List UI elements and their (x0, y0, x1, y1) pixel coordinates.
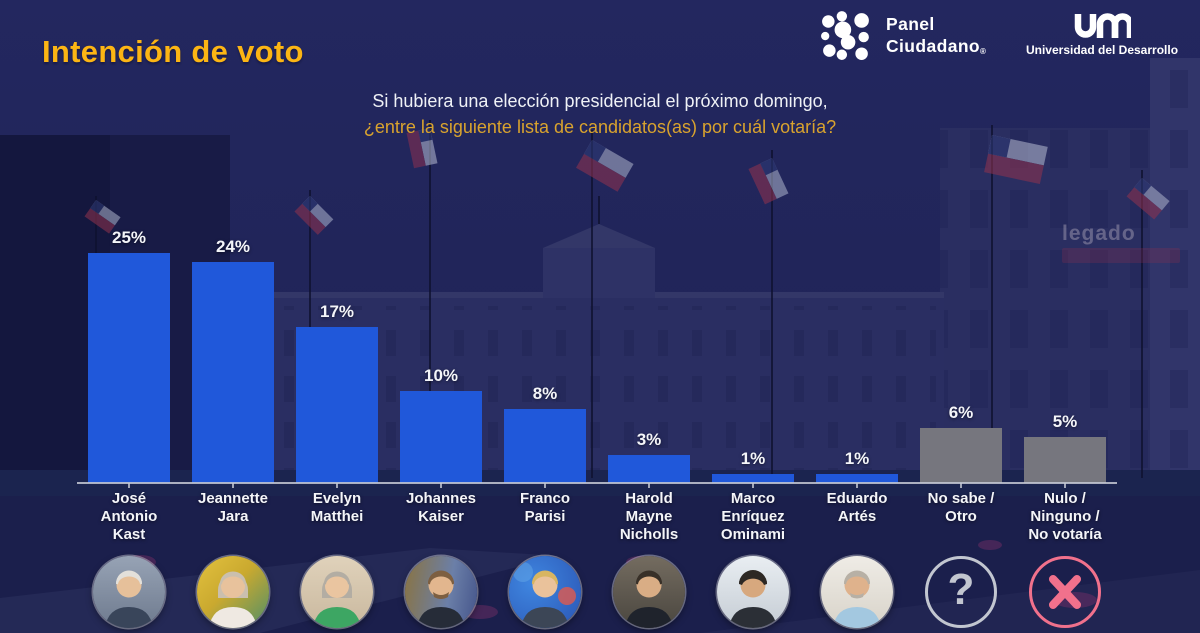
bar-value-label: 5% (1052, 412, 1078, 431)
panel-ciudadano-wordmark: Panel Ciudadano® (886, 13, 986, 63)
chart-column: 3% (597, 430, 701, 483)
photo-cell (285, 556, 389, 628)
photo-cell (1013, 556, 1117, 628)
photo-cell (805, 556, 909, 628)
photo-cell (77, 556, 181, 628)
survey-question: Si hubiera una elección presidencial el … (0, 88, 1200, 140)
building-banner-stripe (1062, 248, 1180, 263)
page-title: Intención de voto (42, 33, 304, 69)
candidate-photo-harold-mayne-nicholls (613, 556, 685, 628)
question-line2: ¿entre la siguiente lista de candidatos(… (363, 117, 837, 137)
candidate-name-label: Evelyn Matthei (285, 483, 389, 526)
candidate-name-label: Franco Parisi (493, 483, 597, 526)
candidate-photo-eduardo-artes (821, 556, 893, 628)
bar (1024, 437, 1106, 483)
candidate-name-label: Johannes Kaiser (389, 483, 493, 526)
chart-column: 1% (701, 449, 805, 483)
chart-column: 5% (1013, 412, 1117, 483)
photo-cell (389, 556, 493, 628)
reject-x-icon (1048, 575, 1082, 609)
question-line1: Si hubiera una elección presidencial el … (372, 91, 828, 111)
bar-value-label: 10% (423, 366, 459, 385)
candidate-photo-evelyn-matthei (301, 556, 373, 628)
bar-chart: 25% 24% 17% 10% 8% 3% 1% 1% 6% 5% (77, 225, 1117, 483)
x-axis-labels: José Antonio Kast Jeannette Jara Evelyn … (77, 483, 1117, 550)
question-mark-icon: ? (947, 565, 975, 614)
bar (400, 391, 482, 483)
photo-cell: ? (909, 556, 1013, 628)
bar (296, 327, 378, 483)
bar-value-label: 8% (532, 384, 558, 403)
candidate-photo-jose-antonio-kast (93, 556, 165, 628)
chart-column: 1% (805, 449, 909, 483)
bar (920, 428, 1002, 483)
no-sabe-question-circle: ? (925, 556, 997, 628)
chart-column: 24% (181, 237, 285, 483)
udd-glyph-icon (1074, 13, 1131, 38)
bar (88, 253, 170, 483)
photo-cell (701, 556, 805, 628)
candidate-name-label: Harold Mayne Nicholls (597, 483, 701, 544)
candidate-name-label: Nulo / Ninguno / No votaría (1013, 483, 1117, 544)
panel-ciudadano-logo: Panel Ciudadano® (820, 9, 986, 66)
building-banner-text: legado (1062, 222, 1136, 245)
panel-ciudadano-dots-icon (820, 9, 872, 66)
bar-value-label: 25% (111, 228, 147, 247)
bar (816, 474, 898, 483)
candidate-photo-johannes-kaiser (405, 556, 477, 628)
chart-column: 10% (389, 366, 493, 483)
bar-value-label: 24% (215, 237, 251, 256)
bar-value-label: 1% (740, 449, 766, 468)
chart-column: 17% (285, 302, 389, 483)
bar-value-label: 6% (948, 403, 974, 422)
nulo-reject-circle (1029, 556, 1101, 628)
chart-column: 6% (909, 403, 1013, 483)
photo-cell (493, 556, 597, 628)
x-axis-line (77, 482, 1117, 484)
bar (504, 409, 586, 483)
bar (608, 455, 690, 483)
candidate-name-label: Jeannette Jara (181, 483, 285, 526)
photo-cell (181, 556, 285, 628)
candidate-name-label: Eduardo Artés (805, 483, 909, 526)
bar (192, 262, 274, 483)
candidate-name-label: José Antonio Kast (77, 483, 181, 544)
bar-value-label: 1% (844, 449, 870, 468)
chart-column: 25% (77, 228, 181, 483)
registered-mark: ® (980, 46, 987, 56)
udd-university-name: Universidad del Desarrollo (1025, 43, 1179, 57)
candidate-photo-jeannette-jara (197, 556, 269, 628)
udd-logo: Universidad del Desarrollo (1020, 12, 1184, 57)
photo-cell (597, 556, 701, 628)
panel-logo-line2: Ciudadano® (886, 35, 987, 56)
panel-logo-line1: Panel (886, 13, 935, 34)
bar (712, 474, 794, 483)
candidate-name-label: No sabe / Otro (909, 483, 1013, 526)
candidate-name-label: Marco Enríquez Ominami (701, 483, 805, 544)
candidate-photo-franco-parisi (509, 556, 581, 628)
chart-column: 8% (493, 384, 597, 483)
candidate-photo-marco-enriquez-ominami (717, 556, 789, 628)
candidate-photos-row: ? (77, 556, 1117, 630)
bar-value-label: 3% (636, 430, 662, 449)
bar-value-label: 17% (319, 302, 355, 321)
